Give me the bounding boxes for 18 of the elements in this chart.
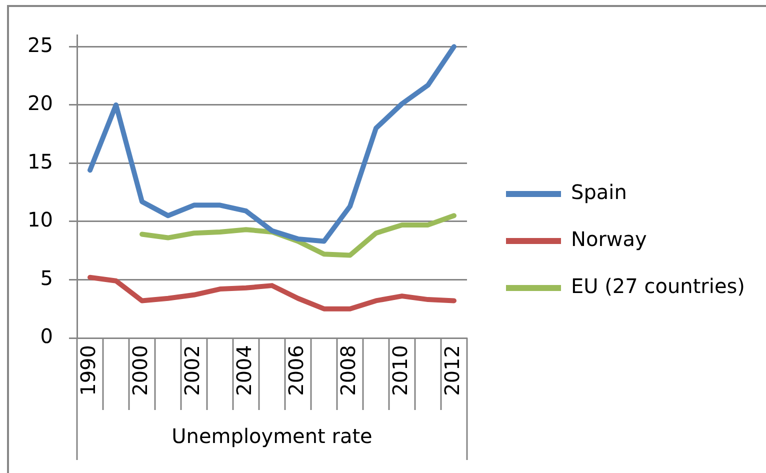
x-tick-label: 2004 [232, 345, 256, 396]
x-tick-label: 2002 [180, 345, 204, 396]
x-tick-label: 2000 [128, 345, 152, 396]
y-tick-label: 10 [28, 208, 53, 232]
x-axis-title: Unemployment rate [172, 424, 372, 448]
y-tick-label: 25 [28, 32, 53, 57]
y-tick-label: 0 [40, 324, 53, 348]
legend-label: Norway [571, 227, 648, 252]
legend-label: Spain [571, 180, 627, 204]
x-tick-label: 2006 [284, 345, 308, 396]
y-tick-label: 20 [28, 91, 53, 116]
y-tick-label: 15 [28, 149, 53, 174]
x-tick-label: 2008 [336, 345, 360, 396]
legend-label: EU (27 countries) [571, 274, 745, 298]
y-tick-label: 5 [40, 266, 53, 290]
x-tick-label: 2010 [388, 345, 412, 396]
x-tick-label: 2012 [440, 345, 464, 396]
x-tick-label: 1990 [76, 345, 100, 396]
